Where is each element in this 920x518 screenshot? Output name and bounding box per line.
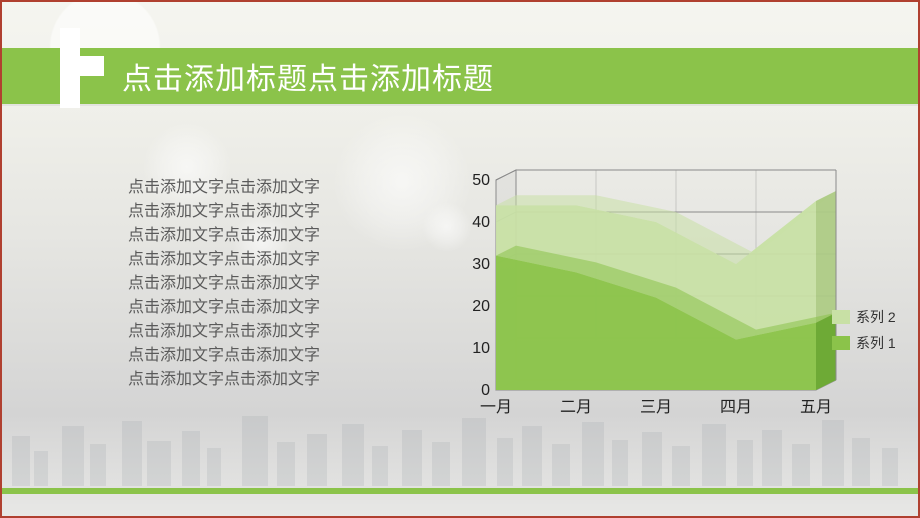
- svg-text:20: 20: [472, 298, 490, 315]
- title-bar: 点击添加标题点击添加标题: [2, 48, 918, 104]
- svg-text:0: 0: [481, 382, 490, 399]
- content-area: 点击添加文字点击添加文字点击添加文字点击添加文字点击添加文字点击添加文字点击添加…: [2, 130, 918, 482]
- svg-text:50: 50: [472, 172, 490, 189]
- legend-swatch: [832, 336, 850, 350]
- legend-label: 系列 1: [856, 333, 896, 353]
- chart-legend: 系列 2 系列 1: [832, 307, 896, 359]
- chart-svg: 0 10 20 30 40 50 一月 二月 三月 四月 五月: [452, 162, 872, 422]
- svg-text:四月: 四月: [720, 399, 752, 416]
- bottom-band: [2, 488, 918, 494]
- svg-text:三月: 三月: [640, 399, 672, 416]
- svg-text:五月: 五月: [800, 399, 832, 416]
- body-text-block: 点击添加文字点击添加文字点击添加文字点击添加文字点击添加文字点击添加文字点击添加…: [128, 176, 408, 392]
- svg-text:40: 40: [472, 214, 490, 231]
- title-badge-icon: [60, 28, 104, 108]
- svg-text:10: 10: [472, 340, 490, 357]
- svg-text:二月: 二月: [560, 399, 592, 416]
- page-title: 点击添加标题点击添加标题: [122, 54, 494, 98]
- area-chart: 01020304050一月二月三月四月五月 系列 2 系列 1: [452, 162, 872, 422]
- legend-item: 系列 2: [832, 307, 896, 327]
- svg-text:30: 30: [472, 256, 490, 273]
- legend-item: 系列 1: [832, 333, 896, 353]
- legend-swatch: [832, 310, 850, 324]
- legend-label: 系列 2: [856, 307, 896, 327]
- svg-text:一月: 一月: [480, 399, 512, 416]
